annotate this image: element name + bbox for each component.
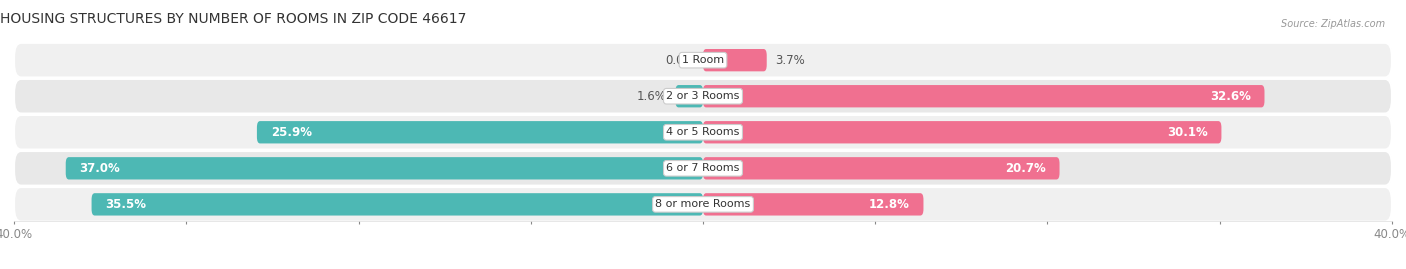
Text: 3.7%: 3.7%	[775, 54, 806, 67]
Text: 35.5%: 35.5%	[105, 198, 146, 211]
FancyBboxPatch shape	[257, 121, 703, 143]
Text: 32.6%: 32.6%	[1209, 90, 1251, 103]
FancyBboxPatch shape	[675, 85, 703, 107]
Text: 25.9%: 25.9%	[271, 126, 312, 139]
Text: 2 or 3 Rooms: 2 or 3 Rooms	[666, 91, 740, 101]
FancyBboxPatch shape	[66, 157, 703, 179]
Text: 8 or more Rooms: 8 or more Rooms	[655, 199, 751, 209]
FancyBboxPatch shape	[703, 193, 924, 215]
Text: HOUSING STRUCTURES BY NUMBER OF ROOMS IN ZIP CODE 46617: HOUSING STRUCTURES BY NUMBER OF ROOMS IN…	[0, 12, 467, 26]
FancyBboxPatch shape	[703, 49, 766, 71]
Text: 12.8%: 12.8%	[869, 198, 910, 211]
FancyBboxPatch shape	[14, 115, 1392, 150]
FancyBboxPatch shape	[14, 79, 1392, 114]
FancyBboxPatch shape	[703, 157, 1060, 179]
Text: 37.0%: 37.0%	[80, 162, 121, 175]
Text: 0.0%: 0.0%	[665, 54, 695, 67]
FancyBboxPatch shape	[91, 193, 703, 215]
Text: 30.1%: 30.1%	[1167, 126, 1208, 139]
FancyBboxPatch shape	[14, 43, 1392, 77]
Text: 1 Room: 1 Room	[682, 55, 724, 65]
Text: 20.7%: 20.7%	[1005, 162, 1046, 175]
FancyBboxPatch shape	[703, 121, 1222, 143]
Text: 6 or 7 Rooms: 6 or 7 Rooms	[666, 163, 740, 173]
FancyBboxPatch shape	[14, 187, 1392, 222]
FancyBboxPatch shape	[703, 85, 1264, 107]
Text: Source: ZipAtlas.com: Source: ZipAtlas.com	[1281, 19, 1385, 29]
Text: 4 or 5 Rooms: 4 or 5 Rooms	[666, 127, 740, 137]
Text: 1.6%: 1.6%	[637, 90, 666, 103]
FancyBboxPatch shape	[14, 151, 1392, 186]
